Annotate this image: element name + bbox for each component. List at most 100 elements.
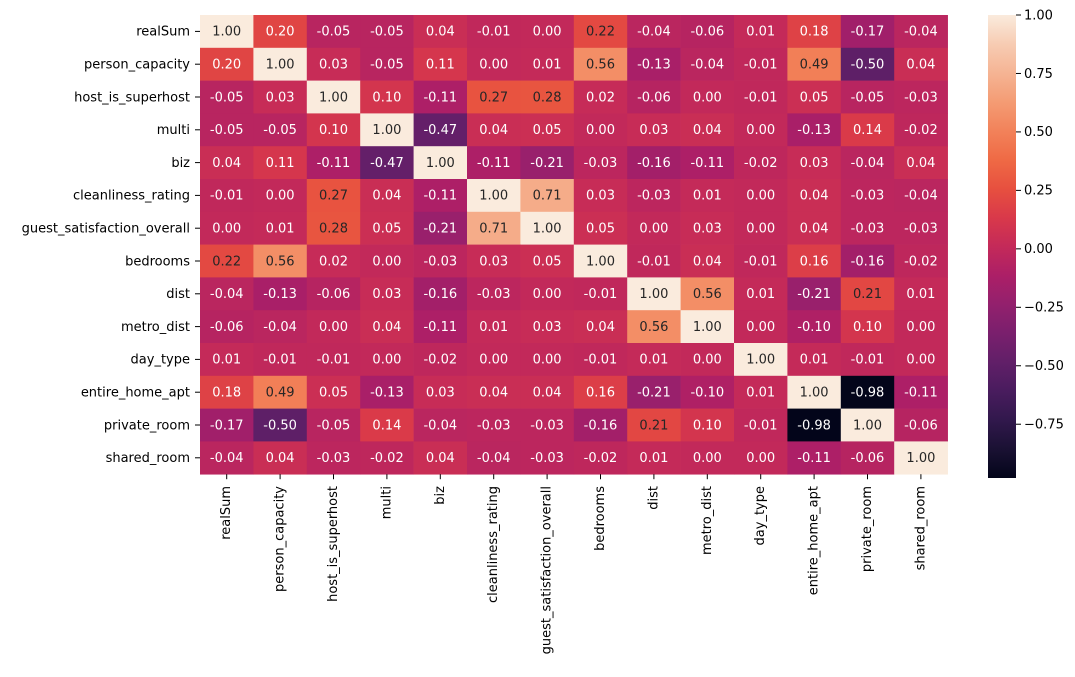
heatmap-cell-shared-room-bedrooms [573, 441, 628, 475]
heatmap-value-host-is-superhost-realsum: -0.05 [210, 90, 244, 105]
x-tick-label-biz: biz [433, 486, 448, 505]
heatmap-value-private-room-multi: 0.14 [372, 418, 401, 433]
heatmap-cell-person-capacity-day-type [734, 47, 788, 81]
heatmap-value-bedrooms-dist: -0.01 [637, 254, 671, 269]
heatmap-cell-cleanliness-rating-private-room [840, 179, 895, 213]
heatmap-cell-entire-home-apt-metro-dist [680, 375, 735, 409]
heatmap-value-guest-satisfaction-overall-bedrooms: 0.05 [586, 222, 615, 237]
heatmap-cell-entire-home-apt-private-room [840, 375, 895, 409]
heatmap-cell-cleanliness-rating-dist [627, 179, 681, 213]
heatmap-cell-day-type-day-type [734, 343, 788, 377]
heatmap-cell-day-type-bedrooms [573, 343, 628, 377]
y-tick-label-dist: dist [166, 287, 190, 302]
heatmap-value-host-is-superhost-person-capacity: 0.03 [266, 90, 295, 105]
heatmap-cell-host-is-superhost-shared-room [894, 80, 948, 114]
heatmap-value-private-room-day-type: -0.01 [744, 418, 778, 433]
heatmap-value-metro-dist-metro-dist: 1.00 [693, 320, 722, 335]
heatmap-cell-day-type-multi [360, 343, 414, 377]
heatmap-cell-host-is-superhost-metro-dist [680, 80, 735, 114]
heatmap-cell-entire-home-apt-biz [413, 375, 468, 409]
heatmap-value-person-capacity-shared-room: 0.04 [906, 58, 935, 73]
heatmap-value-realsum-host-is-superhost: -0.05 [317, 25, 351, 40]
heatmap-cell-realsum-private-room [840, 15, 895, 49]
heatmap-value-guest-satisfaction-overall-entire-home-apt: 0.04 [800, 222, 829, 237]
heatmap-value-realsum-dist: -0.04 [637, 25, 671, 40]
heatmap-value-day-type-shared-room: 0.00 [906, 353, 935, 368]
heatmap-cell-cleanliness-rating-day-type [734, 179, 788, 213]
colorbar-tick-label-5: −0.25 [1024, 301, 1064, 316]
heatmap-cell-cleanliness-rating-shared-room [894, 179, 948, 213]
heatmap-value-private-room-bedrooms: -0.16 [584, 418, 618, 433]
heatmap-value-day-type-dist: 0.01 [639, 353, 668, 368]
heatmap-value-host-is-superhost-dist: -0.06 [637, 90, 671, 105]
heatmap-value-private-room-host-is-superhost: -0.05 [317, 418, 351, 433]
heatmap-cell-multi-shared-room [894, 113, 948, 147]
heatmap-cell-metro-dist-metro-dist [680, 310, 735, 344]
heatmap-cell-person-capacity-person-capacity [253, 47, 308, 81]
y-tick-label-day-type: day_type [131, 353, 190, 368]
heatmap-value-metro-dist-entire-home-apt: -0.10 [797, 320, 831, 335]
heatmap-cell-guest-satisfaction-overall-metro-dist [680, 211, 735, 245]
heatmap-value-private-room-guest-satisfaction-overall: -0.03 [530, 418, 564, 433]
heatmap-cell-multi-bedrooms [573, 113, 628, 147]
heatmap-value-guest-satisfaction-overall-shared-room: -0.03 [904, 222, 938, 237]
heatmap-value-biz-dist: -0.16 [637, 156, 671, 171]
heatmap-value-realsum-person-capacity: 0.20 [266, 25, 295, 40]
heatmap-cell-multi-day-type [734, 113, 788, 147]
heatmap-value-entire-home-apt-guest-satisfaction-overall: 0.04 [533, 386, 562, 401]
heatmap-value-private-room-private-room: 1.00 [853, 418, 882, 433]
heatmap-cell-entire-home-apt-person-capacity [253, 375, 308, 409]
heatmap-value-host-is-superhost-day-type: -0.01 [744, 90, 778, 105]
heatmap-cell-private-room-biz [413, 408, 468, 442]
heatmap-cell-realsum-cleanliness-rating [467, 15, 521, 49]
heatmap-cell-bedrooms-realsum [200, 244, 254, 278]
heatmap-cell-guest-satisfaction-overall-bedrooms [573, 211, 628, 245]
heatmap-cell-realsum-bedrooms [573, 15, 628, 49]
heatmap-cell-cleanliness-rating-realsum [200, 179, 254, 213]
x-tick-label-metro-dist: metro_dist [700, 486, 715, 555]
heatmap-value-entire-home-apt-host-is-superhost: 0.05 [319, 386, 348, 401]
heatmap-cell-dist-cleanliness-rating [467, 277, 521, 311]
y-tick-label-private-room: private_room [104, 418, 190, 433]
heatmap-cell-entire-home-apt-realsum [200, 375, 254, 409]
heatmap-cell-day-type-cleanliness-rating [467, 343, 521, 377]
heatmap-value-dist-bedrooms: -0.01 [584, 287, 618, 302]
x-tick-label-host-is-superhost: host_is_superhost [326, 486, 341, 602]
heatmap-value-biz-shared-room: 0.04 [906, 156, 935, 171]
heatmap-cell-cleanliness-rating-host-is-superhost [306, 179, 361, 213]
heatmap-cell-day-type-private-room [840, 343, 895, 377]
heatmap-cell-realsum-realsum [200, 15, 254, 49]
heatmap-value-private-room-metro-dist: 0.10 [693, 418, 722, 433]
heatmap-cell-entire-home-apt-bedrooms [573, 375, 628, 409]
colorbar-tick-label-0: 1.00 [1024, 8, 1053, 23]
heatmap-cell-shared-room-entire-home-apt [787, 441, 842, 475]
colorbar-tick-label-7: −0.75 [1024, 418, 1064, 433]
heatmap-cell-person-capacity-biz [413, 47, 468, 81]
heatmap-value-bedrooms-person-capacity: 0.56 [266, 254, 295, 269]
heatmap-value-cleanliness-rating-biz: -0.11 [423, 189, 457, 204]
heatmap-cell-multi-multi [360, 113, 414, 147]
heatmap-value-guest-satisfaction-overall-private-room: -0.03 [851, 222, 885, 237]
heatmap-value-host-is-superhost-shared-room: -0.03 [904, 90, 938, 105]
heatmap-cell-realsum-person-capacity [253, 15, 308, 49]
heatmap-value-biz-biz: 1.00 [426, 156, 455, 171]
heatmap-value-private-room-biz: -0.04 [423, 418, 457, 433]
heatmap-value-entire-home-apt-cleanliness-rating: 0.04 [479, 386, 508, 401]
heatmap-value-realsum-guest-satisfaction-overall: 0.00 [533, 25, 562, 40]
heatmap-value-shared-room-biz: 0.04 [426, 451, 455, 466]
heatmap-cell-dist-bedrooms [573, 277, 628, 311]
heatmap-cell-shared-room-cleanliness-rating [467, 441, 521, 475]
heatmap-cell-entire-home-apt-shared-room [894, 375, 948, 409]
heatmap-cell-dist-dist [627, 277, 681, 311]
heatmap-value-metro-dist-person-capacity: -0.04 [263, 320, 297, 335]
heatmap-cell-guest-satisfaction-overall-multi [360, 211, 414, 245]
heatmap-value-cleanliness-rating-dist: -0.03 [637, 189, 671, 204]
heatmap-value-entire-home-apt-multi: -0.13 [370, 386, 404, 401]
heatmap-cell-guest-satisfaction-overall-entire-home-apt [787, 211, 842, 245]
heatmap-cell-host-is-superhost-day-type [734, 80, 788, 114]
heatmap-cell-biz-dist [627, 146, 681, 180]
heatmap-cell-dist-entire-home-apt [787, 277, 842, 311]
heatmap-cell-metro-dist-private-room [840, 310, 895, 344]
heatmap-cell-private-room-host-is-superhost [306, 408, 361, 442]
heatmap-cell-entire-home-apt-entire-home-apt [787, 375, 842, 409]
